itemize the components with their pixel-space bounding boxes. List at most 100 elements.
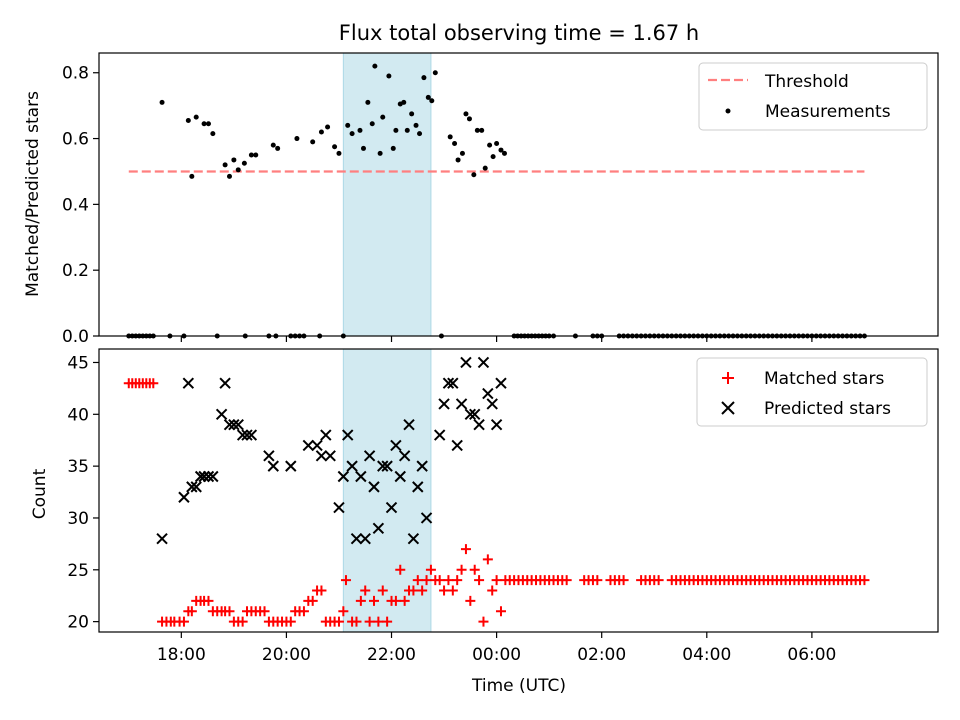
top-observing-window bbox=[342, 52, 432, 337]
bottom-legend-box bbox=[696, 357, 928, 427]
top-y-tick-label: 0.4 bbox=[62, 195, 89, 215]
measurement-point bbox=[222, 162, 228, 168]
bottom-y-tick-label: 40 bbox=[67, 405, 89, 425]
predicted-star-point bbox=[202, 470, 215, 483]
matched-star-point bbox=[482, 554, 493, 565]
predicted-star-point bbox=[495, 377, 507, 389]
matched-star-point bbox=[474, 575, 485, 586]
predicted-star-point bbox=[438, 398, 450, 410]
predicted-star-point bbox=[420, 512, 433, 524]
matched-star-point bbox=[452, 575, 463, 586]
measurement-point bbox=[413, 122, 419, 128]
predicted-star-point bbox=[223, 418, 236, 431]
measurement-point bbox=[201, 121, 207, 127]
matched-star-point bbox=[390, 595, 401, 606]
matched-star-point bbox=[487, 585, 498, 596]
measurement-point bbox=[501, 150, 507, 156]
measurements-legend-swatch bbox=[725, 108, 731, 114]
measurement-point bbox=[210, 131, 216, 137]
x-tick-label: 18:00 bbox=[157, 645, 206, 665]
predicted-star-point bbox=[156, 532, 168, 545]
predicted-star-point bbox=[403, 418, 415, 431]
measurement-point bbox=[421, 75, 427, 81]
x-tick-label: 20:00 bbox=[262, 645, 311, 665]
x-tick-label: 04:00 bbox=[682, 645, 731, 665]
predicted-legend-label: Predicted stars bbox=[764, 399, 891, 419]
predicted-star-point bbox=[355, 470, 367, 483]
predicted-star-point bbox=[236, 429, 249, 441]
measurement-point bbox=[401, 99, 407, 105]
predicted-star-point bbox=[232, 418, 244, 431]
matched-star-point bbox=[224, 606, 235, 617]
predicted-legend-marker bbox=[721, 401, 735, 415]
measurement-point bbox=[159, 99, 165, 105]
matched-star-point bbox=[469, 564, 480, 575]
measurement-point bbox=[390, 145, 396, 151]
measurement-point bbox=[429, 98, 435, 104]
measurement-point bbox=[466, 116, 472, 122]
predicted-star-point bbox=[182, 377, 195, 389]
matched-star-point bbox=[434, 575, 445, 586]
matched-star-point bbox=[360, 585, 371, 596]
top-plot-frame bbox=[98, 52, 939, 337]
matched-star-point bbox=[447, 585, 458, 596]
matched-star-point bbox=[351, 616, 362, 627]
matched-star-point bbox=[298, 606, 309, 617]
matched-star-point bbox=[285, 616, 296, 627]
predicted-star-point bbox=[320, 429, 332, 441]
predicted-star-point bbox=[359, 532, 371, 545]
matched-star-point bbox=[443, 575, 454, 586]
matched-star-point bbox=[408, 585, 419, 596]
measurement-point bbox=[482, 165, 488, 171]
measurement-point bbox=[357, 127, 363, 133]
measurement-point bbox=[447, 134, 453, 140]
matched-star-point bbox=[333, 616, 344, 627]
predicted-star-point bbox=[416, 460, 428, 472]
top-y-tick-label: 0.0 bbox=[62, 327, 89, 347]
measurement-point bbox=[479, 127, 485, 133]
x-tick-label: 02:00 bbox=[577, 645, 626, 665]
predicted-star-point bbox=[302, 439, 315, 452]
measurement-point bbox=[189, 173, 195, 179]
matched-star-point bbox=[412, 575, 423, 586]
predicted-star-point bbox=[442, 377, 455, 389]
top-y-tick-label: 0.2 bbox=[62, 261, 89, 281]
measurement-point bbox=[372, 63, 378, 69]
matched-star-point bbox=[491, 575, 502, 586]
measurement-point bbox=[253, 152, 259, 158]
measurement-point bbox=[241, 160, 247, 166]
measurement-point bbox=[275, 145, 281, 151]
top-legend-box bbox=[698, 62, 928, 131]
matched-star-point bbox=[460, 544, 471, 555]
matched-star-point bbox=[561, 575, 572, 586]
measurement-point bbox=[498, 147, 504, 153]
matched-star-point bbox=[259, 606, 270, 617]
predicted-star-point bbox=[377, 460, 389, 472]
measurement-point bbox=[235, 167, 241, 173]
measurement-point bbox=[325, 124, 331, 130]
bottom-legend: Matched stars Predicted stars bbox=[696, 357, 928, 427]
measurements-legend-label: Measurements bbox=[765, 102, 891, 122]
bottom-plot-frame bbox=[98, 348, 939, 633]
top-panel: 0.00.20.40.60.8 Matched/Predicted stars … bbox=[23, 52, 939, 347]
measurement-point bbox=[336, 150, 342, 156]
predicted-star-point bbox=[241, 429, 253, 441]
predicted-star-point bbox=[207, 470, 219, 483]
measurement-point bbox=[360, 145, 366, 151]
predicted-star-point bbox=[390, 439, 402, 452]
matched-star-point bbox=[377, 585, 388, 596]
predicted-star-point bbox=[346, 460, 358, 472]
predicted-star-point bbox=[490, 418, 503, 431]
predicted-star-point bbox=[469, 408, 481, 421]
matched-star-point bbox=[495, 606, 506, 617]
top-legend: Threshold Measurements bbox=[698, 62, 928, 131]
x-tick-label: 22:00 bbox=[367, 645, 416, 665]
measurement-point bbox=[490, 154, 496, 160]
measurement-point bbox=[404, 127, 410, 133]
bottom-y-tick-label: 30 bbox=[67, 509, 89, 529]
matched-star-point bbox=[316, 585, 327, 596]
predicted-star-point bbox=[407, 532, 420, 545]
predicted-star-point bbox=[228, 418, 240, 431]
predicted-star-point bbox=[337, 470, 350, 483]
